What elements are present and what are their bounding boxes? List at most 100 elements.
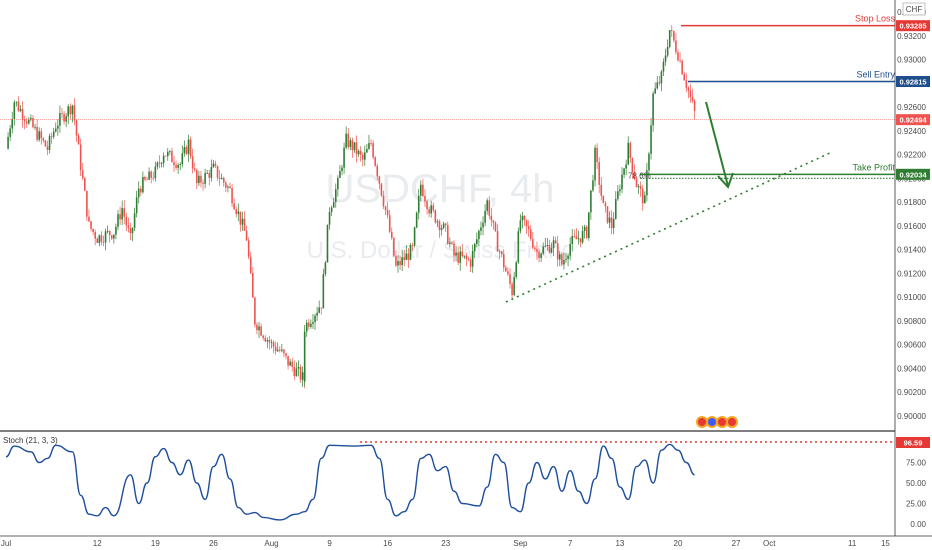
stop-loss-price: 0.93285: [899, 22, 926, 31]
time-tick[interactable]: 11: [848, 539, 857, 548]
candle-body: [185, 147, 188, 154]
candle-body: [361, 154, 364, 160]
candle-body: [73, 105, 76, 121]
candle-body: [48, 136, 51, 150]
time-tick[interactable]: 20: [674, 539, 683, 548]
candle-body: [181, 153, 184, 165]
currency-badge[interactable]: [902, 2, 926, 16]
price-axis-ticks: 0.934000.932000.930000.928000.926000.924…: [897, 8, 926, 421]
candle-body: [162, 155, 165, 164]
candle-body: [488, 200, 491, 216]
stop-loss-price-badge: [896, 20, 930, 32]
candle-body: [57, 125, 59, 129]
candle-body: [660, 71, 663, 84]
time-tick[interactable]: 12: [93, 539, 102, 548]
time-axis-ticks[interactable]: Jul 12 19 26 Aug 9 16 23 Sep 7 13 20 27 Oct 11 15: [1, 539, 891, 548]
event-flags[interactable]: [696, 416, 738, 428]
price-tick: 0.91400: [897, 246, 926, 255]
time-tick[interactable]: 26: [209, 539, 218, 548]
candle-body: [287, 355, 289, 366]
candle-body: [239, 211, 242, 225]
candle-body: [619, 189, 621, 192]
price-axis[interactable]: [895, 0, 932, 550]
candle-body: [428, 209, 430, 214]
candle-body: [229, 186, 231, 188]
time-tick[interactable]: 16: [383, 539, 392, 548]
candle-body: [324, 262, 327, 275]
candle-body: [689, 90, 692, 97]
time-tick[interactable]: 13: [615, 539, 624, 548]
candle-body: [413, 227, 416, 246]
candle-body: [513, 276, 515, 296]
stochastic-tick: 0.00: [910, 520, 926, 529]
take-profit-price: 0.92034: [899, 170, 927, 179]
candle-body: [670, 30, 673, 32]
candle-body: [156, 162, 159, 167]
candle-body: [274, 346, 277, 352]
event-flag-inner-icon: [698, 418, 706, 426]
candle-body: [478, 230, 480, 240]
time-tick[interactable]: 15: [881, 539, 890, 548]
candle-body: [249, 256, 252, 273]
time-tick[interactable]: 27: [732, 539, 741, 548]
price-tick: 0.90600: [897, 341, 926, 350]
candle-body: [623, 168, 625, 175]
candle-body: [368, 143, 370, 149]
candle-body: [264, 337, 267, 342]
candle-body: [193, 168, 196, 170]
candle-body: [218, 177, 221, 180]
candle-body: [644, 195, 646, 204]
time-tick[interactable]: 9: [327, 539, 332, 548]
candle-body: [463, 255, 466, 257]
candle-body: [378, 176, 381, 184]
time-tick[interactable]: Sep: [513, 539, 528, 548]
candle-body: [366, 148, 368, 153]
candle-body: [569, 244, 571, 256]
candle-body: [34, 126, 36, 128]
candle-body: [108, 230, 111, 236]
candle-body: [94, 231, 96, 239]
candle-body: [102, 241, 105, 243]
candle-body: [225, 182, 227, 188]
candle-body: [529, 229, 532, 240]
candle-body: [202, 182, 204, 184]
time-tick[interactable]: Oct: [763, 539, 776, 548]
current-price-badge: [896, 114, 930, 126]
candle-body: [19, 109, 22, 111]
candle-body: [305, 322, 308, 332]
candle-body: [496, 230, 499, 252]
candle-body: [237, 211, 240, 214]
candle-body: [486, 200, 488, 211]
candle-body: [552, 240, 555, 249]
candle-body: [30, 117, 32, 120]
candle-body: [415, 212, 418, 228]
candle-body: [374, 157, 376, 166]
candle-body: [245, 230, 248, 241]
stochastic-tick: 25.00: [906, 500, 927, 509]
candle-body: [567, 255, 569, 259]
candle-body: [140, 188, 142, 193]
watermark-description: U.S. Dollar / Swiss Franc: [307, 237, 574, 264]
candle-body: [44, 140, 47, 147]
time-tick[interactable]: 23: [441, 539, 450, 548]
candle-body: [227, 186, 229, 188]
candle-body: [434, 210, 437, 223]
candle-body: [656, 82, 659, 89]
candle-body: [509, 274, 511, 284]
candle-body: [9, 128, 11, 137]
candle-body: [693, 100, 696, 111]
candle-body: [25, 121, 28, 124]
time-tick[interactable]: 7: [568, 539, 573, 548]
candle-body: [334, 189, 337, 202]
time-tick[interactable]: Aug: [264, 539, 278, 548]
candle-body: [216, 165, 219, 178]
time-tick[interactable]: Jul: [1, 539, 11, 548]
candle-body: [258, 326, 260, 331]
candle-body: [664, 55, 667, 62]
price-tick: 0.92400: [897, 127, 926, 136]
candle-body: [480, 227, 482, 231]
time-tick[interactable]: 19: [151, 539, 160, 548]
candle-body: [511, 283, 513, 296]
candle-body: [295, 368, 298, 377]
